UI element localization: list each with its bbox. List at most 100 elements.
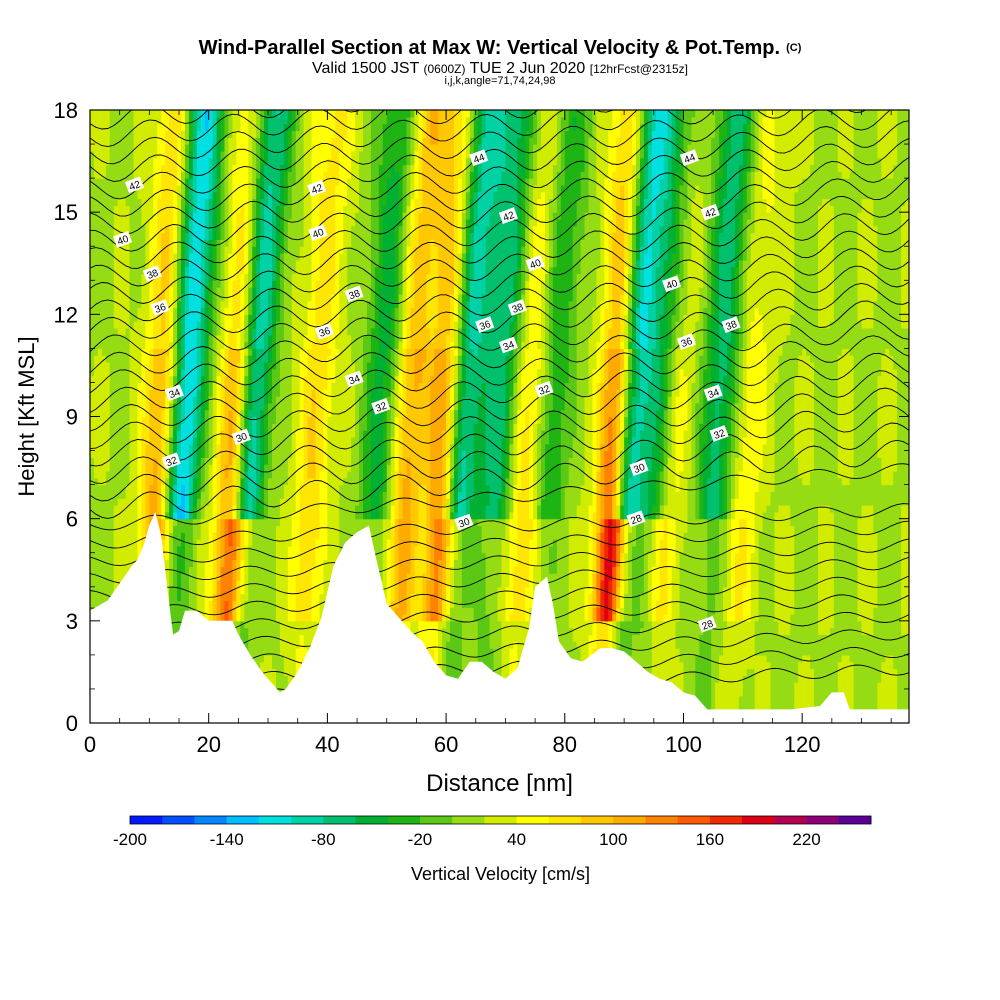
field-cell <box>240 164 245 171</box>
field-cell <box>126 124 131 131</box>
field-cell <box>189 498 194 505</box>
field-cell <box>304 226 309 233</box>
field-cell <box>106 451 111 458</box>
field-cell <box>193 525 198 532</box>
field-cell <box>252 485 257 492</box>
field-cell <box>272 396 277 403</box>
field-cell <box>236 607 241 614</box>
field-cell <box>213 369 218 376</box>
field-cell <box>240 464 245 471</box>
field-cell <box>157 485 162 492</box>
field-cell <box>118 308 123 315</box>
field-cell <box>181 328 186 335</box>
field-cell <box>264 607 269 614</box>
field-cell <box>161 471 166 478</box>
field-cell <box>165 553 170 560</box>
field-cell <box>248 308 253 315</box>
field-cell <box>232 199 237 206</box>
field-cell <box>292 301 297 308</box>
field-cell <box>177 185 182 192</box>
field-cell <box>102 151 107 158</box>
field-cell <box>244 226 249 233</box>
field-cell <box>260 587 265 594</box>
field-cell <box>304 117 309 124</box>
field-cell <box>122 410 127 417</box>
field-cell <box>260 573 265 580</box>
field-cell <box>232 532 237 539</box>
field-cell <box>157 505 162 512</box>
field-cell <box>221 566 226 573</box>
field-cell <box>201 273 206 280</box>
field-cell <box>225 491 230 498</box>
field-cell <box>228 369 233 376</box>
field-cell <box>209 192 214 199</box>
field-cell <box>114 566 119 573</box>
field-cell <box>260 607 265 614</box>
field-cell <box>130 430 135 437</box>
field-cell <box>193 239 198 246</box>
field-cell <box>260 403 265 410</box>
field-cell <box>197 560 202 567</box>
field-cell <box>244 205 249 212</box>
field-cell <box>288 273 293 280</box>
field-cell <box>90 594 95 601</box>
field-cell <box>181 246 186 253</box>
field-cell <box>228 110 233 117</box>
field-cell <box>268 287 273 294</box>
field-cell <box>157 158 162 165</box>
field-cell <box>173 444 178 451</box>
field-cell <box>177 287 182 294</box>
field-cell <box>284 342 289 349</box>
field-cell <box>153 110 158 117</box>
field-cell <box>201 144 206 151</box>
field-cell <box>193 164 198 171</box>
field-cell <box>300 239 305 246</box>
field-cell <box>232 553 237 560</box>
field-cell <box>90 199 95 206</box>
field-cell <box>288 348 293 355</box>
field-cell <box>209 212 214 219</box>
field-cell <box>296 580 301 587</box>
field-cell <box>264 137 269 144</box>
field-cell <box>240 294 245 301</box>
field-cell <box>276 233 281 240</box>
field-cell <box>228 498 233 505</box>
field-cell <box>284 471 289 478</box>
field-cell <box>280 519 285 526</box>
field-cell <box>213 321 218 328</box>
field-cell <box>296 546 301 553</box>
field-cell <box>236 260 241 267</box>
field-cell <box>268 628 273 635</box>
field-cell <box>165 205 170 212</box>
field-cell <box>157 280 162 287</box>
field-cell <box>225 464 230 471</box>
field-cell <box>118 199 123 206</box>
field-cell <box>264 512 269 519</box>
field-cell <box>280 410 285 417</box>
field-cell <box>201 362 206 369</box>
field-cell <box>244 382 249 389</box>
field-cell <box>94 328 99 335</box>
field-cell <box>110 539 115 546</box>
field-cell <box>153 478 158 485</box>
field-cell <box>98 532 103 539</box>
field-cell <box>296 362 301 369</box>
field-cell <box>137 212 142 219</box>
field-cell <box>232 233 237 240</box>
field-cell <box>236 485 241 492</box>
field-cell <box>118 328 123 335</box>
field-cell <box>173 199 178 206</box>
field-cell <box>292 587 297 594</box>
field-cell <box>236 539 241 546</box>
field-cell <box>193 314 198 321</box>
field-cell <box>284 566 289 573</box>
field-cell <box>217 246 222 253</box>
field-cell <box>137 348 142 355</box>
field-cell <box>134 267 139 274</box>
field-cell <box>173 287 178 294</box>
field-cell <box>268 641 273 648</box>
field-cell <box>118 498 123 505</box>
field-cell <box>272 655 277 662</box>
field-cell <box>256 287 261 294</box>
field-cell <box>98 164 103 171</box>
